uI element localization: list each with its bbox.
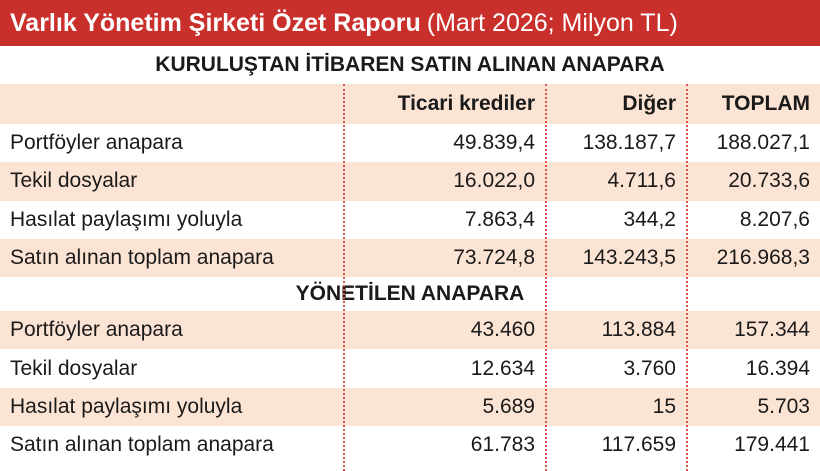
title: Varlık Yönetim Şirketi Özet Raporu bbox=[10, 8, 421, 37]
data-row: Tekil dosyalar 16.022,0 4.711,6 20.733,6 bbox=[0, 162, 820, 201]
column-header: Ticari krediler bbox=[397, 92, 535, 115]
cell-value: 3.760 bbox=[623, 356, 676, 380]
cell-value: 179.441 bbox=[734, 433, 810, 457]
cell-value: 16.394 bbox=[745, 356, 810, 380]
section-heading: KURULUŞTAN İTİBAREN SATIN ALINAN ANAPARA bbox=[155, 53, 665, 76]
data-row: Portföyler anapara 49.839,4 138.187,7 188.0… bbox=[0, 124, 820, 162]
divider bbox=[686, 84, 688, 471]
cell-value: 143.243,5 bbox=[582, 246, 676, 270]
cell-value: 138.187,7 bbox=[582, 131, 676, 155]
cell-value: 8.207,6 bbox=[739, 207, 810, 231]
title-bar: Varlık Yönetim Şirketi Özet Raporu (Mart… bbox=[0, 0, 820, 46]
row-label: Tekil dosyalar bbox=[10, 169, 138, 193]
cell-value: 49.839,4 bbox=[453, 131, 535, 155]
section-heading: YÖNETİLEN ANAPARA bbox=[295, 282, 525, 306]
row-label: Hasılat paylaşımı yoluyla bbox=[10, 207, 243, 231]
cell-value: 157.344 bbox=[734, 318, 810, 342]
row-label: Satın alınan toplam anapara bbox=[10, 246, 274, 270]
data-row: Hasılat paylaşımı yoluyla 5.689 15 5.703 bbox=[0, 387, 820, 427]
cell-value: 188.027,1 bbox=[716, 131, 810, 155]
divider bbox=[343, 84, 345, 471]
data-row: Tekil dosyalar 12.634 3.760 16.394 bbox=[0, 350, 820, 388]
cell-value: 344,2 bbox=[623, 207, 676, 231]
data-row: Satın alınan toplam anapara 61.783 117.659… bbox=[0, 426, 820, 464]
data-row: Hasılat paylaşımı yoluyla 7.863,4 344,2 8.2… bbox=[0, 201, 820, 239]
cell-value: 73.724,8 bbox=[453, 246, 535, 270]
subtitle: (Mart 2026; Milyon TL) bbox=[426, 8, 678, 37]
cell-value: 4.711,6 bbox=[607, 169, 676, 193]
column-header: Diğer bbox=[622, 92, 676, 115]
column-header: TOPLAM bbox=[721, 92, 810, 115]
cell-value: 43.460 bbox=[470, 318, 535, 342]
cell-value: 16.022,0 bbox=[453, 169, 535, 193]
cell-value: 15 bbox=[652, 394, 676, 418]
section-row: KURULUŞTAN İTİBAREN SATIN ALINAN ANAPARA bbox=[0, 46, 820, 84]
cell-value: 7.863,4 bbox=[464, 207, 535, 231]
cell-value: 216.968,3 bbox=[716, 246, 810, 270]
cell-value: 117.659 bbox=[601, 433, 676, 457]
divider bbox=[545, 84, 547, 471]
row-label: Portföyler anapara bbox=[10, 318, 183, 342]
row-label: Tekil dosyalar bbox=[10, 356, 138, 380]
cell-value: 12.634 bbox=[470, 356, 535, 380]
cell-value: 61.783 bbox=[470, 433, 535, 457]
cell-value: 20.733,6 bbox=[728, 169, 810, 193]
data-row: Satın alınan toplam anapara 73.724,8 143.2… bbox=[0, 238, 820, 278]
row-label: Satın alınan toplam anapara bbox=[10, 433, 274, 457]
cell-value: 5.689 bbox=[482, 394, 535, 418]
cell-value: 113.884 bbox=[601, 318, 676, 342]
row-label: Hasılat paylaşımı yoluyla bbox=[10, 394, 243, 418]
header-row: Ticari krediler Diğer TOPLAM bbox=[0, 84, 820, 124]
section-row: YÖNETİLEN ANAPARA bbox=[0, 277, 820, 311]
row-label: Portföyler anapara bbox=[10, 131, 183, 155]
cell-value: 5.703 bbox=[757, 394, 810, 418]
data-row: Portföyler anapara 43.460 113.884 157.344 bbox=[0, 311, 820, 350]
